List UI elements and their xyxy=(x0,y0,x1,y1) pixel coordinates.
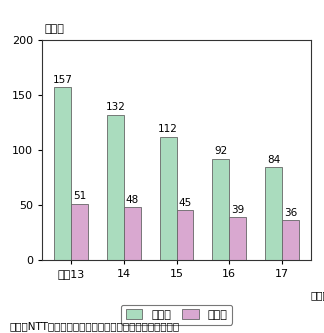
Bar xyxy=(54,87,71,260)
Text: 92: 92 xyxy=(214,147,227,157)
Bar xyxy=(282,220,299,260)
Text: 51: 51 xyxy=(73,191,86,201)
Bar xyxy=(229,217,246,260)
Bar xyxy=(177,210,193,260)
Bar xyxy=(71,204,88,260)
Bar xyxy=(265,167,282,260)
Bar xyxy=(107,115,124,260)
Bar xyxy=(213,159,229,260)
Text: 84: 84 xyxy=(267,155,280,165)
Text: 東・西NTT「電気通信役務通信量等状況報告」により作成: 東・西NTT「電気通信役務通信量等状況報告」により作成 xyxy=(10,321,180,331)
Text: 39: 39 xyxy=(231,205,244,215)
Text: 132: 132 xyxy=(106,103,125,113)
Text: 36: 36 xyxy=(284,208,297,218)
Text: 112: 112 xyxy=(158,125,178,135)
Bar xyxy=(124,207,141,260)
Text: （秒）: （秒） xyxy=(45,24,65,34)
Text: 157: 157 xyxy=(53,75,73,85)
Text: 48: 48 xyxy=(126,195,139,205)
Text: （年度）: （年度） xyxy=(311,290,324,300)
Bar xyxy=(160,137,177,260)
Legend: 住宅用, 事務用: 住宅用, 事務用 xyxy=(121,305,232,325)
Text: 45: 45 xyxy=(179,198,191,208)
